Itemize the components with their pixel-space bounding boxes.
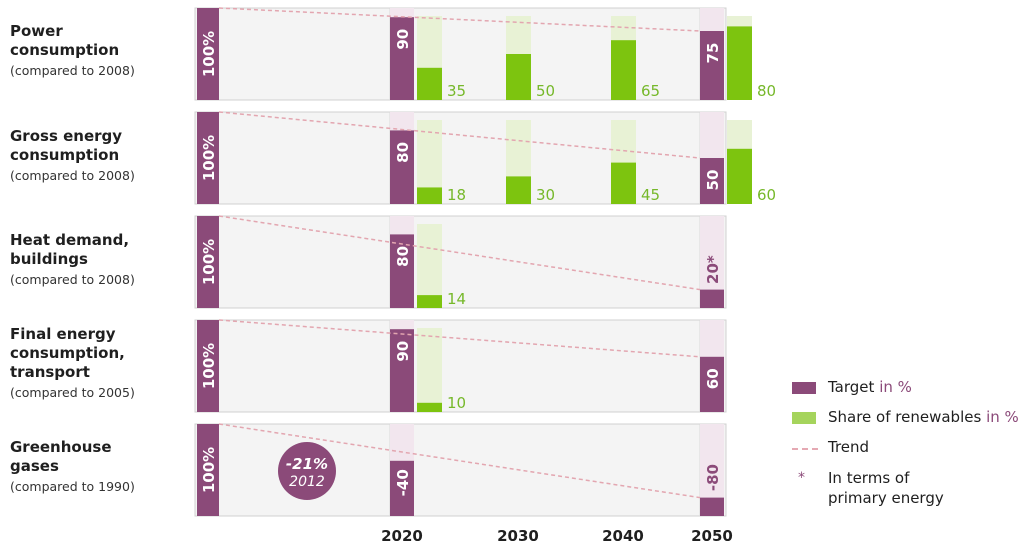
renew-bar-2020-1	[417, 187, 442, 204]
row-subtitle-4: (compared to 1990)	[10, 479, 135, 494]
legend-star-line2: primary energy	[828, 489, 944, 507]
row-title-3: Final energy consumption, transport	[10, 325, 125, 381]
target-bar-2020-1	[390, 130, 414, 204]
row-title-2: Heat demand, buildings	[10, 231, 130, 268]
renew-bar-2050-0	[727, 26, 752, 100]
renew-bar-2030-0	[506, 54, 531, 100]
legend-trend-label: Trend	[828, 438, 870, 456]
target-bar-2050-2	[700, 289, 724, 308]
renew-label-2030-0: 50	[536, 82, 555, 100]
status-badge-value: -21%	[286, 455, 328, 473]
row-subtitle-0: (compared to 2008)	[10, 63, 135, 78]
renew-bar-2020-2	[417, 295, 442, 308]
trend-line-3	[218, 319, 701, 358]
row-label-4: Greenhouse gases (compared to 1990)	[10, 438, 135, 495]
target-bar-2050-4	[700, 497, 724, 516]
row-title-4: Greenhouse gases	[10, 438, 112, 475]
row-title-1: Gross energy consumption	[10, 127, 123, 164]
legend-star-line1: In terms of	[828, 469, 910, 487]
target-bar-2050-0	[700, 31, 724, 100]
legend-target-label: Target	[828, 378, 875, 396]
status-badge-year: 2012	[289, 474, 325, 490]
panel-row-0	[194, 7, 727, 101]
baseline-bar-4	[197, 424, 219, 516]
row-title-0: Power consumption	[10, 22, 120, 59]
renew-label-2020-1: 18	[447, 186, 466, 204]
renew-label-2050-1: 60	[757, 186, 776, 204]
target-label-2020-4: -40	[394, 469, 412, 496]
trend-line-1	[218, 111, 701, 159]
target-label-2020-0: 90	[394, 29, 412, 50]
renew-bar-2040-1	[611, 162, 636, 204]
target-bar-2020-2	[390, 234, 414, 308]
target-label-2050-4: -80	[704, 464, 722, 491]
target-label-2050-3: 60	[704, 368, 722, 389]
target-bar-2020-0	[390, 17, 414, 101]
renew-label-2030-1: 30	[536, 186, 555, 204]
target-label-2020-1: 80	[394, 142, 412, 163]
row-label-2: Heat demand, buildings (compared to 2008)	[10, 231, 135, 288]
baseline-bar-3	[197, 320, 219, 412]
row-subtitle-2: (compared to 2008)	[10, 272, 135, 287]
baseline-label-0: 100%	[200, 31, 218, 77]
renew-bar-2030-1	[506, 176, 531, 204]
panel-row-3	[194, 319, 727, 413]
target-label-2050-1: 50	[704, 170, 722, 191]
renew-label-2040-0: 65	[641, 82, 660, 100]
renew-label-2050-0: 80	[757, 82, 776, 100]
renew-bar-2020-3	[417, 402, 442, 412]
x-tick-label-2020: 2020	[381, 527, 423, 545]
row-label-1: Gross energy consumption (compared to 200…	[10, 127, 135, 184]
legend-swatch-target	[792, 382, 816, 394]
baseline-label-1: 100%	[200, 135, 218, 181]
target-bar-2020-4	[390, 460, 414, 516]
baseline-bar-0	[197, 8, 219, 100]
target-bar-2020-3	[390, 329, 414, 412]
legend-star-symbol: *	[798, 470, 805, 486]
panel-row-2	[194, 215, 727, 309]
baseline-label-2: 100%	[200, 239, 218, 285]
panel-row-4	[194, 423, 727, 517]
renew-label-2020-2: 14	[447, 290, 466, 308]
legend-swatch-renewables	[792, 412, 816, 424]
target-bar-2050-1	[700, 158, 724, 204]
baseline-bar-2	[197, 216, 219, 308]
target-label-2050-0: 75	[704, 43, 722, 64]
panel-row-1	[194, 111, 727, 205]
legend-renew-label: Share of renewables	[828, 408, 982, 426]
baseline-label-3: 100%	[200, 343, 218, 389]
target-label-2020-2: 80	[394, 246, 412, 267]
renew-label-2020-0: 35	[447, 82, 466, 100]
x-tick-label-2050: 2050	[691, 527, 733, 545]
row-subtitle-3: (compared to 2005)	[10, 385, 135, 400]
baseline-bar-1	[197, 112, 219, 204]
baseline-label-4: 100%	[200, 447, 218, 493]
renew-bar-2020-0	[417, 67, 442, 100]
legend-renew-unit: in %	[986, 408, 1019, 426]
target-bar-2050-3	[700, 356, 724, 412]
renew-backdrop-2020-2	[417, 224, 442, 308]
legend-target-unit: in %	[879, 378, 912, 396]
target-label-2020-3: 90	[394, 341, 412, 362]
x-tick-label-2030: 2030	[497, 527, 539, 545]
renew-bar-2050-1	[727, 148, 752, 204]
trend-line-0	[218, 7, 701, 32]
renew-backdrop-2020-3	[417, 328, 442, 412]
target-label-2050-2: 20*	[704, 255, 722, 284]
renew-label-2020-3: 10	[447, 394, 466, 412]
renew-label-2040-1: 45	[641, 186, 660, 204]
x-tick-label-2040: 2040	[602, 527, 644, 545]
status-badge-circle	[278, 442, 336, 500]
row-label-3: Final energy consumption, transport (comp…	[10, 325, 135, 401]
row-subtitle-1: (compared to 2008)	[10, 168, 135, 183]
renew-bar-2040-0	[611, 40, 636, 100]
legend-trend-line	[792, 448, 818, 450]
row-label-0: Power consumption (compared to 2008)	[10, 22, 135, 79]
